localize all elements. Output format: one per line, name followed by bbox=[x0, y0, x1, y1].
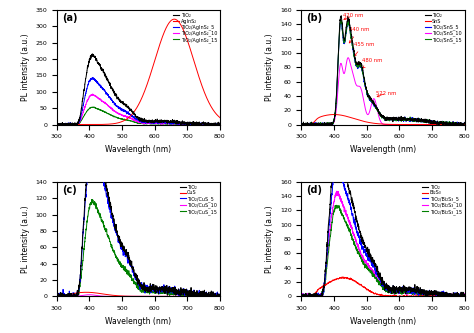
Legend: TiO₂, AgInS₂, TiO₂/AgInS₂_5, TiO₂/AgInS₂_10, TiO₂/AgInS₂_15: TiO₂, AgInS₂, TiO₂/AgInS₂_5, TiO₂/AgInS₂… bbox=[173, 12, 218, 43]
Legend: TiO₂, Bi₂S₃, TiO₂/Bi₂S₃_5, TiO₂/Bi₂S₃_10, TiO₂/Bi₂S₃_15: TiO₂, Bi₂S₃, TiO₂/Bi₂S₃_5, TiO₂/Bi₂S₃_10… bbox=[422, 184, 462, 215]
Legend: TiO₂, SnS, TiO₂/SnS_5, TiO₂/SnS_10, TiO₂/SnS_15: TiO₂, SnS, TiO₂/SnS_5, TiO₂/SnS_10, TiO₂… bbox=[424, 12, 462, 43]
X-axis label: Wavelength (nm): Wavelength (nm) bbox=[105, 317, 172, 326]
Text: (a): (a) bbox=[62, 13, 77, 23]
Y-axis label: PL intensity (a.u.): PL intensity (a.u.) bbox=[21, 33, 30, 101]
Text: (c): (c) bbox=[62, 185, 76, 195]
Text: (d): (d) bbox=[306, 185, 322, 195]
Y-axis label: PL intensity (a.u.): PL intensity (a.u.) bbox=[265, 205, 274, 273]
X-axis label: Wavelength (nm): Wavelength (nm) bbox=[350, 317, 416, 326]
Y-axis label: PL intensity (a.u.): PL intensity (a.u.) bbox=[21, 205, 30, 273]
X-axis label: Wavelength (nm): Wavelength (nm) bbox=[105, 145, 172, 154]
X-axis label: Wavelength (nm): Wavelength (nm) bbox=[350, 145, 416, 154]
Text: 522 nm: 522 nm bbox=[376, 91, 396, 97]
Text: 440 nm: 440 nm bbox=[349, 27, 369, 43]
Text: 420 nm: 420 nm bbox=[343, 13, 363, 20]
Legend: TiO₂, CuS, TiO₂/CuS_5, TiO₂/CuS_10, TiO₂/CuS_15: TiO₂, CuS, TiO₂/CuS_5, TiO₂/CuS_10, TiO₂… bbox=[179, 184, 218, 215]
Text: 455 nm: 455 nm bbox=[354, 42, 374, 56]
Text: (b): (b) bbox=[306, 13, 322, 23]
Y-axis label: PL intensity (a.u.): PL intensity (a.u.) bbox=[265, 33, 274, 101]
Text: 480 nm: 480 nm bbox=[362, 58, 383, 68]
